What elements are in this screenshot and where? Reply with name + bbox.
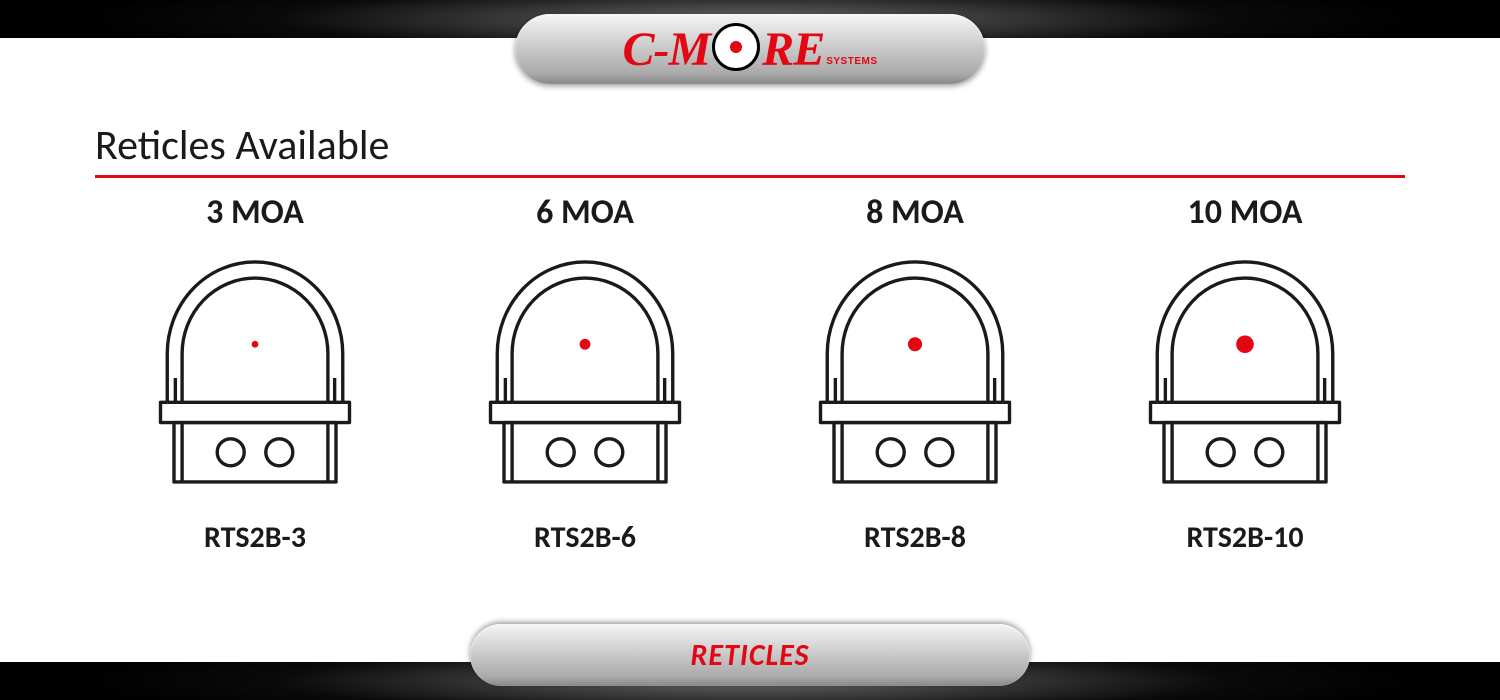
moa-label: 8 MOA — [866, 192, 964, 233]
reticle-item: 10 MOA RTS2B-10 — [1085, 192, 1405, 556]
moa-label: 3 MOA — [206, 192, 304, 233]
moa-label: 10 MOA — [1188, 192, 1303, 233]
sight-diagram — [780, 243, 1050, 513]
sight-diagram — [1110, 243, 1380, 513]
moa-label: 6 MOA — [536, 192, 634, 233]
brand-logo-pill: C - M RE SYSTEMS — [515, 14, 985, 84]
reticle-row: 3 MOA RTS2B-3 6 MOA — [95, 192, 1405, 556]
section-title: Reticles Available — [95, 120, 1405, 171]
reticle-item: 8 MOA RTS2B-8 — [755, 192, 1075, 556]
logo-dash: - — [654, 22, 669, 77]
logo-m: M — [668, 22, 710, 77]
sight-diagram — [450, 243, 720, 513]
sight-diagram — [120, 243, 390, 513]
model-label: RTS2B-6 — [534, 519, 636, 556]
footer-pill: RETICLES — [470, 624, 1030, 686]
logo-c: C — [622, 22, 653, 77]
reticle-item: 6 MOA RTS2B-6 — [425, 192, 745, 556]
logo-re: RE — [762, 22, 824, 77]
content-area: Reticles Available 3 MOA RTS2B-3 6 MOA — [95, 120, 1405, 556]
logo-o-dot-icon — [730, 41, 742, 53]
model-label: RTS2B-3 — [204, 519, 306, 556]
logo-o-target-icon — [712, 23, 760, 71]
brand-logo: C - M RE SYSTEMS — [622, 22, 877, 77]
model-label: RTS2B-8 — [864, 519, 966, 556]
model-label: RTS2B-10 — [1186, 519, 1303, 556]
title-rule — [95, 175, 1405, 178]
footer-label: RETICLES — [691, 637, 810, 674]
logo-systems: SYSTEMS — [826, 56, 877, 67]
reticle-item: 3 MOA RTS2B-3 — [95, 192, 415, 556]
